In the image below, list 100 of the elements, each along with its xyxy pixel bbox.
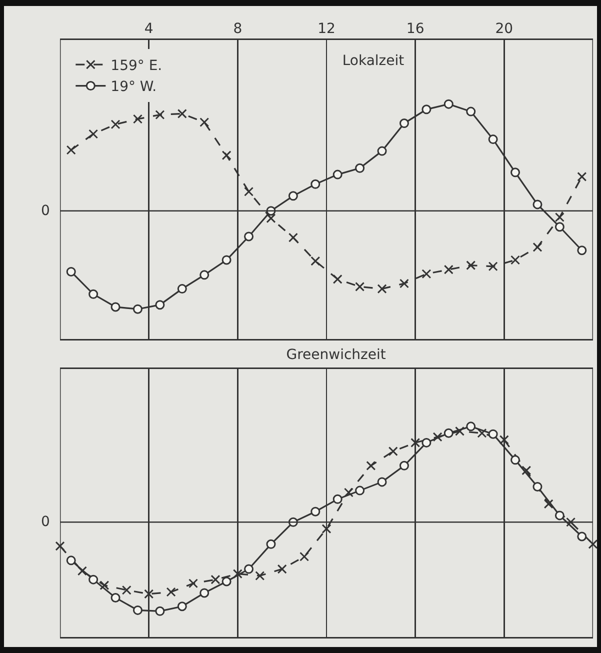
x-tick-label: 8 — [233, 21, 242, 37]
point — [588, 539, 597, 549]
point — [499, 435, 509, 445]
point — [488, 262, 498, 272]
point — [355, 163, 365, 173]
point — [522, 466, 532, 476]
point — [77, 566, 87, 576]
point — [455, 426, 464, 436]
point — [288, 191, 298, 201]
point — [155, 606, 165, 616]
point — [466, 106, 476, 116]
point — [355, 282, 365, 292]
point — [366, 460, 376, 470]
point — [222, 150, 232, 160]
point — [532, 242, 542, 252]
point — [132, 304, 142, 314]
point — [377, 477, 387, 487]
point — [410, 438, 420, 448]
point — [466, 422, 476, 432]
point — [388, 446, 398, 456]
point — [544, 499, 554, 509]
point — [166, 587, 176, 597]
point — [110, 120, 120, 130]
point — [188, 578, 198, 588]
point — [377, 146, 387, 156]
point — [444, 428, 454, 438]
point — [532, 482, 542, 492]
point — [222, 255, 232, 265]
point — [88, 129, 98, 139]
point — [177, 602, 187, 612]
point — [122, 585, 132, 595]
point — [566, 517, 576, 527]
point — [322, 524, 332, 534]
point — [399, 278, 409, 288]
legend-label: 159° E. — [110, 58, 162, 74]
point — [144, 589, 154, 599]
point — [422, 269, 432, 279]
point — [510, 455, 520, 465]
point — [132, 605, 142, 615]
point — [310, 179, 320, 189]
point — [222, 576, 232, 586]
chart-title: Lokalzeit — [342, 52, 405, 69]
point — [310, 256, 320, 266]
point — [244, 186, 254, 196]
point — [266, 214, 276, 224]
point — [66, 556, 76, 566]
point — [232, 569, 242, 579]
point — [244, 564, 254, 574]
point — [110, 302, 120, 312]
point — [399, 118, 409, 128]
ref-line-label: 0 — [41, 203, 50, 219]
point — [510, 168, 520, 178]
point — [200, 270, 210, 280]
point — [532, 200, 542, 210]
point — [66, 266, 76, 276]
point — [377, 284, 387, 294]
point — [344, 488, 354, 498]
point — [55, 541, 65, 551]
point — [277, 564, 287, 574]
point — [210, 574, 220, 584]
point — [577, 246, 587, 256]
legend-label: 19° W. — [110, 79, 157, 96]
point — [444, 99, 454, 109]
point — [399, 460, 409, 470]
point — [488, 429, 498, 439]
point — [255, 570, 265, 580]
point — [88, 289, 98, 299]
point — [466, 260, 476, 270]
point — [510, 255, 520, 265]
x-tick-label: 4 — [144, 21, 154, 37]
x-tick-label: 12 — [318, 21, 336, 37]
point — [432, 432, 442, 442]
point — [177, 284, 187, 294]
point — [155, 110, 165, 120]
point — [422, 104, 432, 114]
point — [288, 232, 298, 242]
point — [310, 506, 320, 516]
point — [177, 108, 187, 118]
point — [577, 172, 587, 182]
point — [155, 300, 165, 310]
point — [355, 486, 365, 496]
point — [422, 438, 432, 448]
ref-line-label: 0 — [41, 514, 50, 530]
x-tick-label: 20 — [495, 21, 514, 37]
point — [332, 494, 342, 504]
point — [88, 574, 98, 584]
point — [244, 232, 254, 242]
point — [266, 539, 276, 549]
point — [444, 264, 454, 274]
point — [488, 134, 498, 144]
point — [300, 552, 310, 562]
point — [554, 222, 564, 232]
point — [332, 274, 342, 284]
x-tick-label: 16 — [406, 21, 424, 37]
point — [332, 170, 342, 180]
point — [100, 580, 110, 590]
point — [477, 428, 487, 438]
point — [554, 212, 564, 222]
point — [200, 117, 210, 127]
point — [66, 145, 76, 155]
